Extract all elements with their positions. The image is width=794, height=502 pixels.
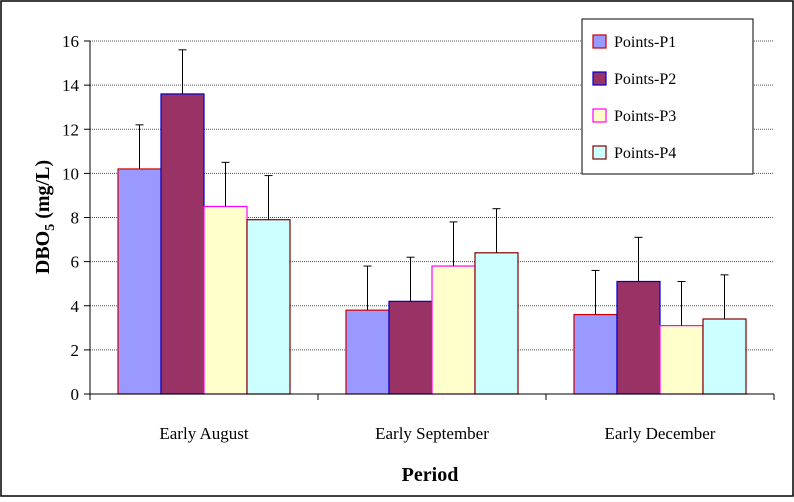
y-axis-title-unit: (mg/L): [32, 160, 54, 224]
bars: [117, 93, 747, 395]
legend-swatch: [592, 34, 607, 49]
y-tick-label: 10: [62, 164, 79, 183]
bar: [474, 252, 519, 395]
axes: [84, 40, 775, 400]
category-labels: Early August Early September Early Decembe…: [159, 424, 715, 443]
legend-swatch: [592, 145, 607, 160]
legend-label: Points-P4: [614, 145, 676, 162]
bar: [203, 205, 248, 395]
bar: [160, 93, 205, 395]
bar: [246, 219, 291, 395]
tick-labels: 0 2 4 6 8 10 12 14 16: [62, 32, 80, 404]
y-tick-label: 8: [71, 209, 80, 228]
y-axis-title: DBO5 (mg/L): [32, 160, 58, 274]
y-tick-label: 4: [71, 297, 80, 316]
error-bars: [135, 49, 729, 326]
y-tick-label: 0: [71, 385, 80, 404]
y-tick-label: 2: [71, 341, 80, 360]
bar: [117, 168, 162, 395]
category-label: Early December: [605, 424, 716, 443]
bar: [659, 325, 704, 395]
legend-label: Points-P2: [614, 71, 676, 88]
bar: [616, 280, 661, 395]
legend-swatch: [592, 71, 607, 86]
legend-label: Points-P1: [614, 34, 676, 51]
bar: [388, 300, 433, 395]
legend-box: [581, 18, 754, 175]
y-tick-label: 14: [62, 76, 80, 95]
y-tick-label: 12: [62, 120, 79, 139]
legend-label: Points-P3: [614, 108, 676, 125]
bar: [431, 265, 476, 395]
bar: [702, 318, 747, 395]
bar: [573, 313, 618, 395]
y-axis-title-base: DBO: [32, 231, 54, 274]
y-tick-label: 6: [71, 253, 80, 272]
y-axis-title-subscript: 5: [43, 224, 58, 231]
category-label: Early August: [159, 424, 249, 443]
y-tick-label: 16: [62, 32, 79, 51]
legend-swatch: [592, 108, 607, 123]
category-label: Early September: [375, 424, 489, 443]
x-axis-title: Period: [402, 464, 459, 486]
bar: [345, 309, 390, 395]
legend: Points-P1 Points-P2 Points-P3 Points-P4: [581, 18, 754, 175]
